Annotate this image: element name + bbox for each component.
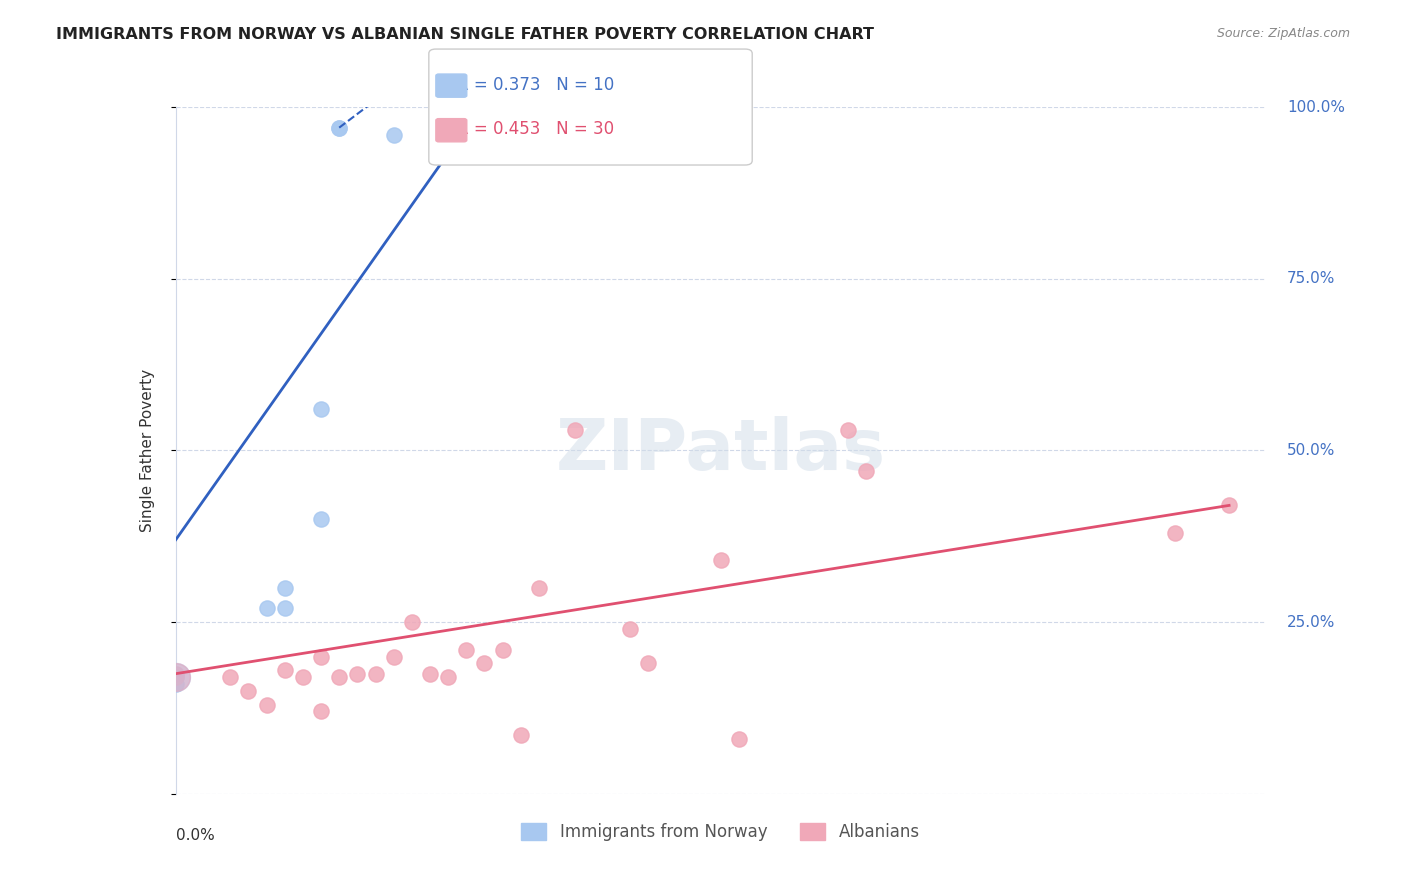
Point <box>401 615 423 630</box>
Point <box>619 622 641 636</box>
Point <box>456 642 478 657</box>
Point <box>165 677 187 691</box>
Text: Source: ZipAtlas.com: Source: ZipAtlas.com <box>1216 27 1350 40</box>
Text: ZIPatlas: ZIPatlas <box>555 416 886 485</box>
Point <box>346 666 368 681</box>
Point <box>437 670 460 684</box>
Point <box>474 657 496 671</box>
Point <box>309 649 332 664</box>
Point <box>1163 525 1185 540</box>
Point <box>727 731 749 746</box>
Point <box>419 666 441 681</box>
Text: 75.0%: 75.0% <box>1288 271 1336 286</box>
Point <box>328 120 350 135</box>
Text: 50.0%: 50.0% <box>1288 443 1336 458</box>
Point <box>274 663 297 677</box>
Point <box>309 402 332 417</box>
Point <box>382 649 405 664</box>
Point <box>492 642 515 657</box>
Point <box>1218 499 1240 513</box>
Point <box>364 666 387 681</box>
Point <box>165 666 187 681</box>
Point <box>637 657 659 671</box>
Point <box>165 670 187 684</box>
Point <box>274 601 297 615</box>
Point <box>309 705 332 719</box>
Point <box>564 423 586 437</box>
Point <box>274 581 297 595</box>
Point <box>219 670 242 684</box>
Point <box>710 553 733 567</box>
Text: IMMIGRANTS FROM NORWAY VS ALBANIAN SINGLE FATHER POVERTY CORRELATION CHART: IMMIGRANTS FROM NORWAY VS ALBANIAN SINGL… <box>56 27 875 42</box>
Point <box>509 729 531 743</box>
Text: 25.0%: 25.0% <box>1288 615 1336 630</box>
Point <box>165 670 187 684</box>
Text: 100.0%: 100.0% <box>1288 100 1346 114</box>
Point <box>165 670 187 684</box>
Text: R = 0.453   N = 30: R = 0.453 N = 30 <box>457 120 614 138</box>
Point <box>855 464 877 478</box>
Point <box>256 698 278 712</box>
Text: 0.0%: 0.0% <box>176 828 215 843</box>
Point <box>837 423 859 437</box>
Point <box>309 512 332 526</box>
Text: R = 0.373   N = 10: R = 0.373 N = 10 <box>457 76 614 94</box>
Point <box>527 581 550 595</box>
Point <box>165 670 187 684</box>
Legend: Immigrants from Norway, Albanians: Immigrants from Norway, Albanians <box>515 816 927 847</box>
Point <box>456 120 478 135</box>
Point <box>291 670 314 684</box>
Y-axis label: Single Father Poverty: Single Father Poverty <box>141 369 155 532</box>
Point <box>382 128 405 142</box>
Point <box>256 601 278 615</box>
Point <box>238 683 260 698</box>
Point <box>328 120 350 135</box>
Point <box>328 670 350 684</box>
